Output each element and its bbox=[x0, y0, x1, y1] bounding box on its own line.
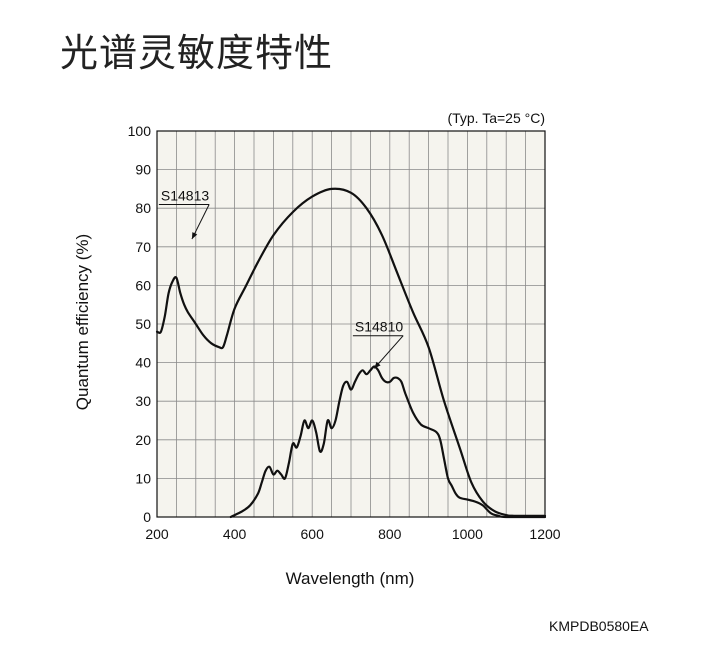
x-tick-label: 400 bbox=[223, 526, 247, 542]
x-axis-label: Wavelength (nm) bbox=[286, 569, 415, 588]
series-label-arrowhead bbox=[374, 361, 381, 369]
x-tick-label: 1200 bbox=[529, 526, 560, 542]
y-tick-label: 100 bbox=[128, 123, 152, 139]
x-tick-label: 600 bbox=[301, 526, 325, 542]
measurement-condition: (Typ. Ta=25 °C) bbox=[447, 110, 545, 126]
y-tick-label: 20 bbox=[135, 432, 151, 448]
tick-labels: 200 400 600 800 1000 1200 0 10 20 30 40 50 60 70 80 90 1… bbox=[128, 123, 561, 542]
y-tick-label: 0 bbox=[143, 509, 151, 525]
y-axis-label: Quantum efficiency (%) bbox=[73, 234, 92, 410]
series-label-s14810: S14810 bbox=[355, 319, 403, 335]
series-label-s14813: S14813 bbox=[161, 187, 209, 203]
series-labels: S14813 S14810 bbox=[158, 187, 404, 369]
document-code: KMPDB0580EA bbox=[549, 618, 649, 634]
y-tick-label: 70 bbox=[135, 239, 151, 255]
y-tick-label: 50 bbox=[135, 316, 151, 332]
y-tick-label: 60 bbox=[135, 277, 151, 293]
y-tick-label: 90 bbox=[135, 162, 151, 178]
series-lines bbox=[155, 187, 547, 519]
x-tick-label: 800 bbox=[378, 526, 402, 542]
x-tick-label: 200 bbox=[145, 526, 169, 542]
y-tick-label: 80 bbox=[135, 200, 151, 216]
grid bbox=[157, 131, 545, 517]
y-tick-label: 30 bbox=[135, 393, 151, 409]
x-tick-label: 1000 bbox=[452, 526, 483, 542]
series-label-leader bbox=[373, 335, 404, 369]
plot-frame bbox=[156, 130, 546, 518]
page-title: 光谱灵敏度特性 bbox=[60, 31, 334, 75]
series-label-arrowhead bbox=[191, 232, 198, 240]
y-tick-label: 40 bbox=[135, 355, 151, 371]
series-line-s14810 bbox=[229, 365, 547, 519]
y-tick-label: 10 bbox=[135, 470, 151, 486]
series-line-s14813 bbox=[155, 187, 547, 517]
